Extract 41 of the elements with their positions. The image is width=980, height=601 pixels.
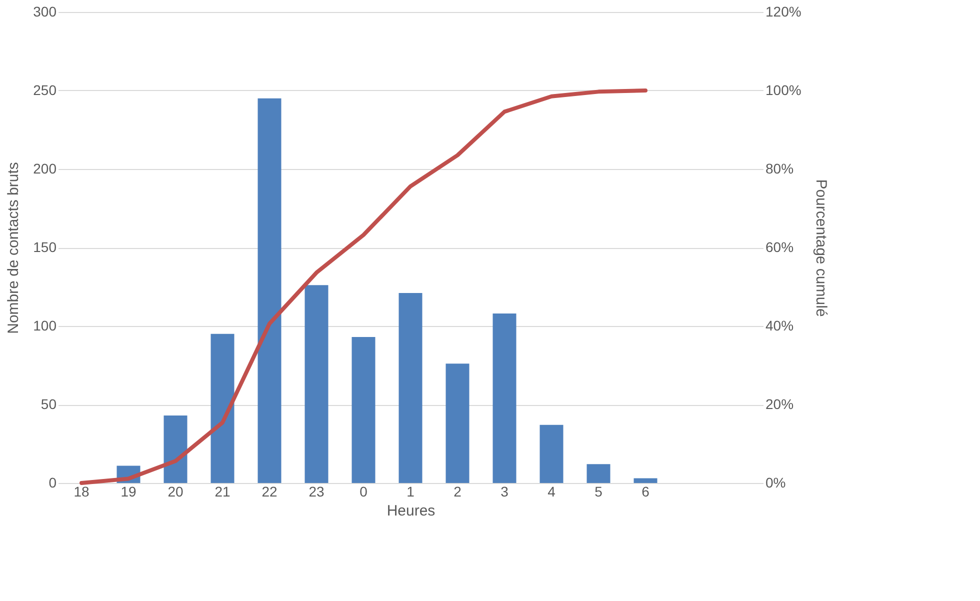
bar (634, 478, 658, 483)
x-tick-label: 4 (548, 484, 556, 500)
y2-tick-label: 40% (766, 318, 794, 334)
x-tick-label: 3 (500, 484, 509, 500)
x-tick-label: 5 (594, 484, 603, 500)
bar (164, 415, 188, 483)
bar (398, 293, 422, 483)
y-tick-label: 250 (33, 82, 57, 98)
x-tick-label: 21 (214, 484, 230, 500)
bar (258, 98, 282, 483)
x-axis-title: Heures (386, 502, 436, 520)
y2-tick-label: 100% (766, 82, 802, 98)
x-tick-label: 0 (360, 484, 368, 500)
y2-tick-label: 20% (766, 396, 794, 412)
bar (586, 464, 610, 483)
line-series (80, 88, 648, 485)
y2-tick-label: 0% (766, 474, 786, 490)
x-tick-label: 20 (168, 484, 184, 500)
bar (446, 364, 470, 483)
x-tick-label: 2 (454, 484, 462, 500)
y-tick-label: 300 (33, 4, 57, 20)
y-tick-label: 100 (33, 318, 57, 334)
y2-tick-label: 60% (766, 239, 794, 255)
bar (210, 334, 234, 483)
y-axis-title: Nombre de contacts bruts (5, 162, 22, 334)
y-tick-label: 50 (40, 396, 57, 412)
bar (352, 336, 376, 483)
bar (540, 424, 564, 483)
x-tick-label: 22 (262, 484, 278, 500)
x-tick-label: 18 (74, 484, 90, 500)
bar (492, 313, 516, 483)
y-tick-label: 200 (33, 160, 57, 176)
x-tick-label: 19 (120, 484, 136, 500)
y2-tick-label: 120% (766, 4, 802, 20)
y-tick-label: 150 (33, 239, 57, 255)
bar (304, 285, 328, 483)
x-tick-label: 1 (406, 484, 415, 500)
y2-tick-label: 80% (766, 160, 794, 176)
x-tick-label: 6 (642, 484, 650, 500)
y2-axis-title: Pourcentage cumulé (812, 179, 830, 317)
x-tick-label: 23 (308, 484, 324, 500)
